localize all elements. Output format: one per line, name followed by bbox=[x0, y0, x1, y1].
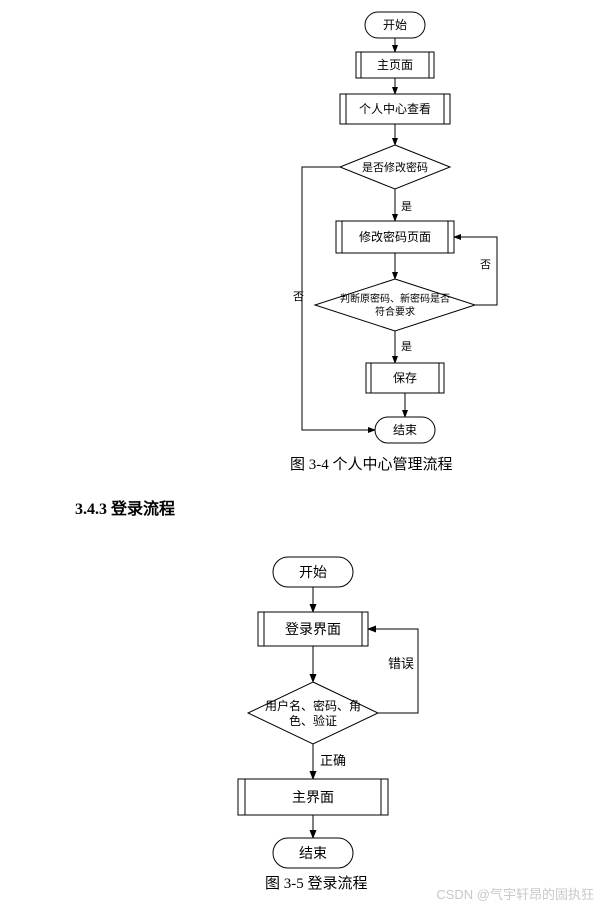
svg-text:用户名、密码、角: 用户名、密码、角 bbox=[265, 698, 361, 713]
flowchart-login: 正确 错误 开始 登录界面 用户名、密码、角 色、验证 主界面 结束 bbox=[0, 0, 604, 909]
edge-label-correct: 正确 bbox=[320, 753, 346, 768]
svg-text:色、验证: 色、验证 bbox=[289, 713, 337, 728]
node-decision-login bbox=[248, 682, 378, 744]
svg-text:结束: 结束 bbox=[299, 846, 327, 862]
svg-text:开始: 开始 bbox=[299, 565, 327, 581]
edge-label-wrong: 错误 bbox=[388, 656, 414, 671]
svg-text:主界面: 主界面 bbox=[292, 790, 334, 806]
watermark: CSDN @气宇轩昂的固执狂 bbox=[436, 884, 594, 903]
caption-flowchart2: 图 3-5 登录流程 bbox=[265, 872, 368, 893]
svg-text:登录界面: 登录界面 bbox=[285, 622, 341, 638]
